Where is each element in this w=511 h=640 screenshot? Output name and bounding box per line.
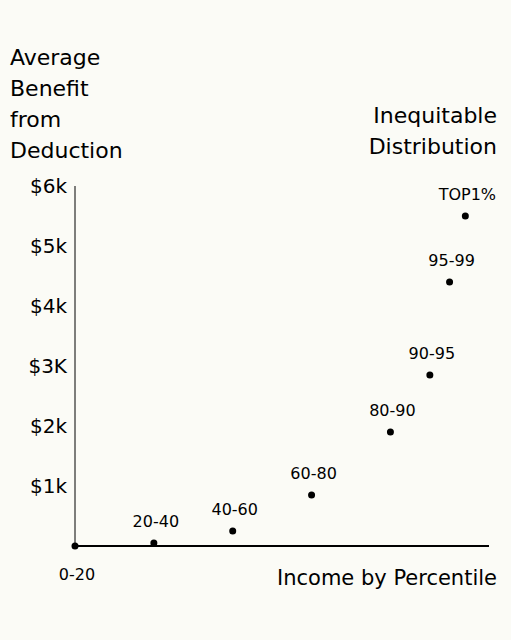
html-text:Deduction: Deduction [10,138,123,163]
html-text:Income by Percentile: Income by Percentile [277,566,497,590]
svg-text:0-20: 0-20 [59,565,95,584]
html-text:Average: Average [10,45,101,70]
svg-text:$2k: $2k [30,414,67,438]
svg-text:TOP1%: TOP1% [438,185,496,204]
html-text:Benefit: Benefit [10,76,89,101]
svg-text:40-60: 40-60 [211,500,258,519]
svg-text:$1k: $1k [30,474,67,498]
svg-text:$4k: $4k [30,294,67,318]
svg-text:20-40: 20-40 [133,512,180,531]
html-text:Distribution: Distribution [368,134,497,159]
svg-text:60-80: 60-80 [290,464,337,483]
html-text:Inequitable: Inequitable [373,103,497,128]
svg-text:$3K: $3K [28,354,67,378]
html-text:from: from [10,107,62,132]
svg-text:80-90: 80-90 [369,401,416,420]
svg-text:90-95: 90-95 [409,344,456,363]
svg-text:$5k: $5k [30,234,67,258]
svg-text:95-99: 95-99 [428,251,475,270]
svg-text:$6k: $6k [30,174,67,198]
